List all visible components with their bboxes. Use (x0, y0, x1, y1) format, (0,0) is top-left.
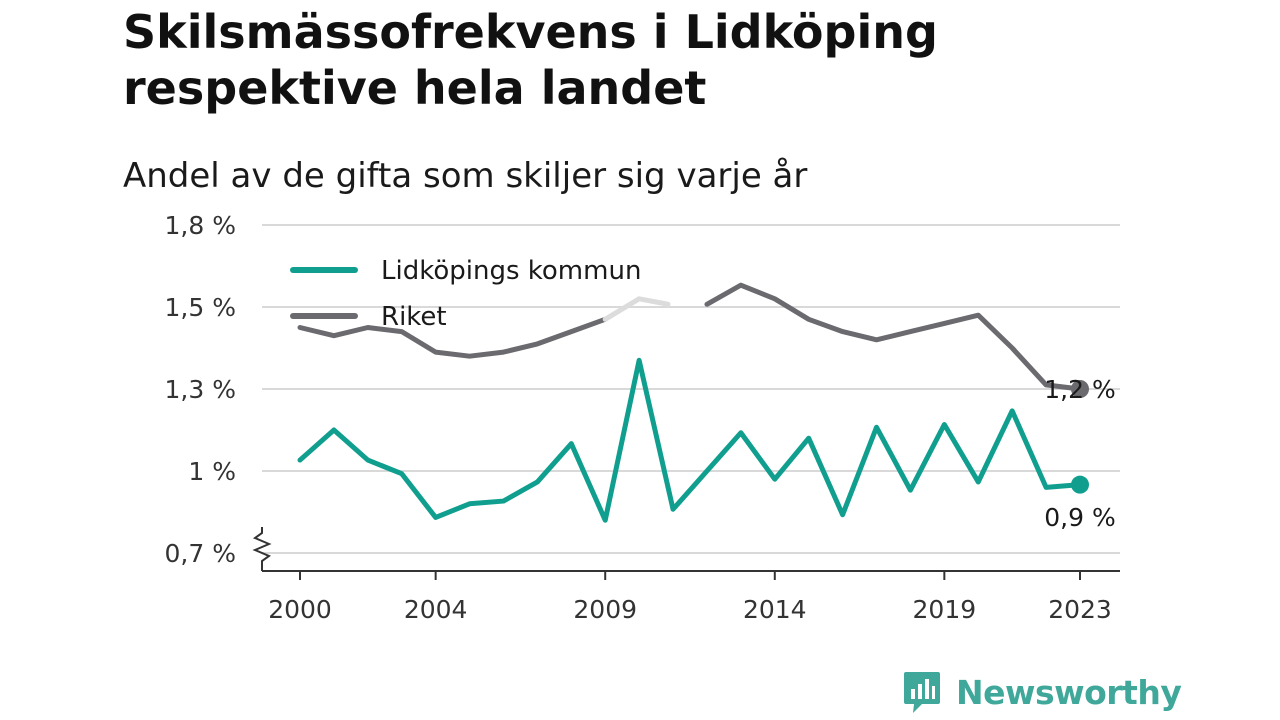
x-tick-label: 2014 (743, 595, 807, 624)
end-label-lidkoping: 0,9 % (1044, 503, 1115, 532)
series-riket-end-point (1071, 380, 1089, 398)
legend-label: Lidköpings kommun (381, 256, 641, 286)
chart-subtitle: Andel av de gifta som skiljer sig varje … (123, 156, 808, 196)
chart-title: Skilsmässofrekvens i Lidköping respektiv… (123, 4, 1223, 116)
chart-title-line-2: respektive hela landet (123, 61, 707, 115)
series-riket-line (704, 282, 1083, 392)
y-tick-label: 0,7 % (165, 539, 236, 568)
axis-break-icon (252, 527, 272, 571)
series-riket-missing-segment (602, 296, 671, 322)
legend-label: Riket (381, 302, 447, 332)
x-tick-label: 2004 (404, 595, 468, 624)
x-tick-label: 2019 (913, 595, 977, 624)
y-axis: 0,7 % 1 % 1,3 % 1,5 % 1,8 % (165, 211, 272, 571)
y-tick-label: 1,3 % (165, 375, 236, 404)
series-lidkoping-end-point (1071, 475, 1089, 494)
y-tick-label: 1,8 % (165, 211, 236, 240)
x-tick-label: 2023 (1048, 595, 1112, 624)
bar-chart-speech-bubble-icon (904, 672, 940, 713)
end-labels: 1,2 % 0,9 % (1044, 375, 1115, 532)
x-tick-label: 2009 (573, 595, 637, 624)
grid-lines (262, 224, 1120, 554)
series-riket-line (297, 316, 608, 359)
x-tick-label: 2000 (268, 595, 332, 624)
brand-name: Newsworthy (956, 672, 1182, 712)
series-lidkoping-line (297, 357, 1083, 523)
chart-title-line-1: Skilsmässofrekvens i Lidköping (123, 5, 938, 59)
y-tick-label: 1,5 % (165, 293, 236, 322)
series-lines (297, 282, 1089, 523)
x-axis: 2000 2004 2009 2014 2019 2023 (262, 570, 1120, 624)
brand-logo: Newsworthy (902, 670, 1182, 714)
end-label-riket: 1,2 % (1044, 375, 1115, 404)
y-tick-label: 1 % (188, 457, 236, 486)
legend: Lidköpings kommun Riket (290, 256, 641, 332)
